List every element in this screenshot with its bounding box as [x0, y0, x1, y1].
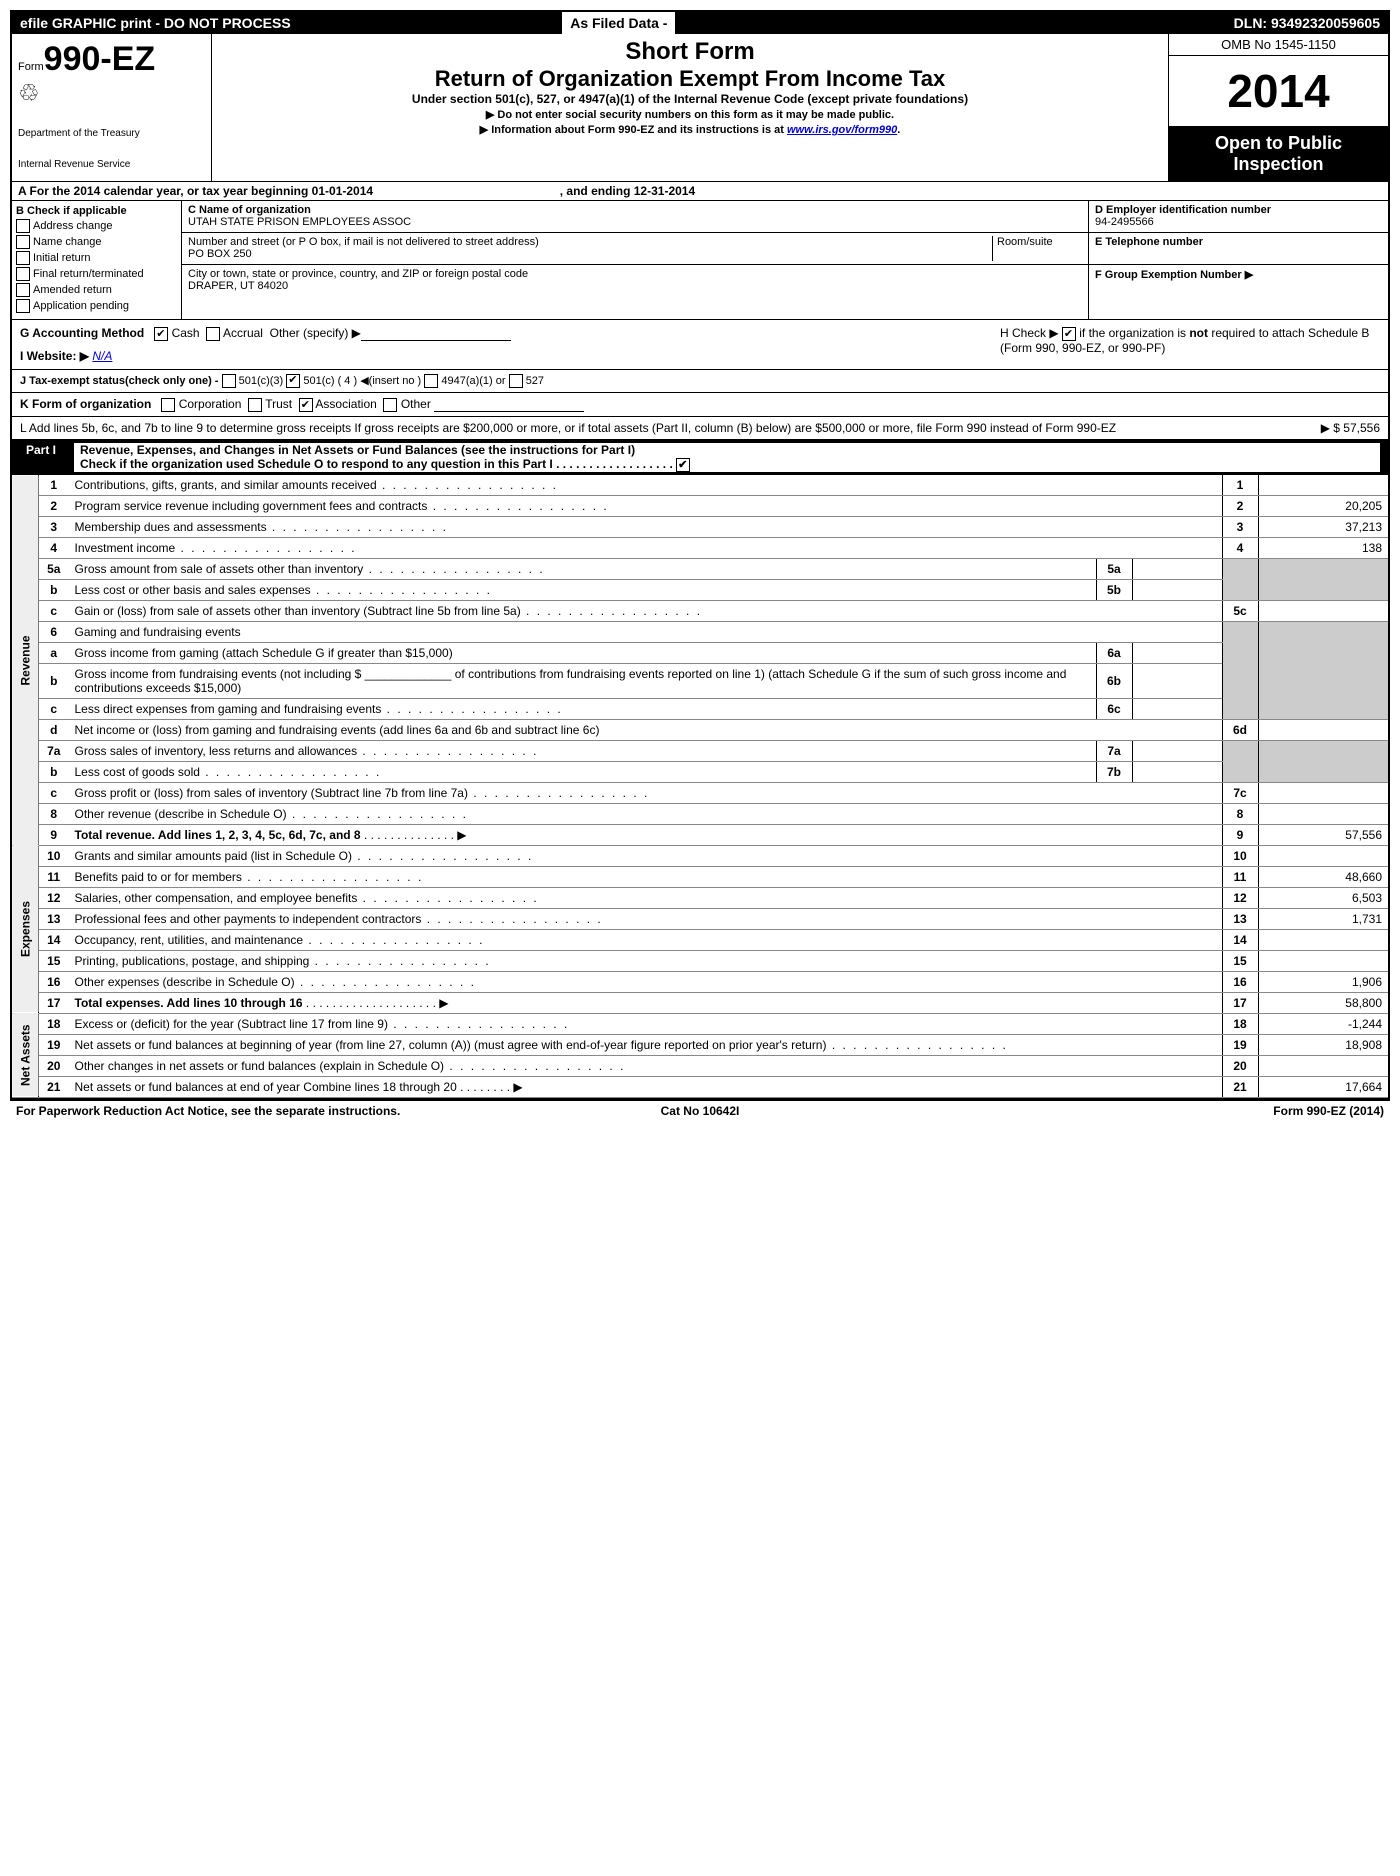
line-7a: 7aGross sales of inventory, less returns… [12, 740, 1388, 761]
dept-irs: Internal Revenue Service [18, 159, 205, 170]
line-5b: bLess cost or other basis and sales expe… [12, 579, 1388, 600]
line-5c: cGain or (loss) from sale of assets othe… [12, 600, 1388, 621]
open-public: Open to Public Inspection [1169, 127, 1388, 181]
org-name: UTAH STATE PRISON EMPLOYEES ASSOC [188, 216, 1082, 228]
check-address-change[interactable]: Address change [16, 219, 177, 233]
line-3: 3Membership dues and assessments337,213 [12, 516, 1388, 537]
line-14: 14Occupancy, rent, utilities, and mainte… [12, 929, 1388, 950]
check-corp[interactable] [161, 398, 175, 412]
line-13: 13Professional fees and other payments t… [12, 908, 1388, 929]
row-l: L Add lines 5b, 6c, and 7b to line 9 to … [12, 417, 1388, 440]
section-h: H Check ▶ if the organization is not req… [1000, 326, 1380, 363]
check-schedule-o[interactable] [676, 458, 690, 472]
short-form-label: Short Form [222, 38, 1158, 66]
line-19: 19Net assets or fund balances at beginni… [12, 1034, 1388, 1055]
org-city: DRAPER, UT 84020 [188, 280, 1082, 292]
line-6a: aGross income from gaming (attach Schedu… [12, 642, 1388, 663]
check-cash[interactable] [154, 327, 168, 341]
topbar-dln: DLN: 93492320059605 [1226, 12, 1388, 34]
line-2: 2Program service revenue including gover… [12, 495, 1388, 516]
line-18: Net Assets 18Excess or (deficit) for the… [12, 1013, 1388, 1034]
header-subtitle: Under section 501(c), 527, or 4947(a)(1)… [222, 92, 1158, 106]
check-501c3[interactable] [222, 374, 236, 388]
form-number: 990-EZ [44, 40, 156, 78]
section-b: B Check if applicable Address change Nam… [12, 201, 182, 319]
footer: For Paperwork Reduction Act Notice, see … [10, 1100, 1390, 1121]
part1-header: Part I Revenue, Expenses, and Changes in… [12, 440, 1388, 475]
section-c: C Name of organization UTAH STATE PRISON… [182, 201, 1088, 319]
line-6c: cLess direct expenses from gaming and fu… [12, 698, 1388, 719]
netassets-label: Net Assets [12, 1013, 39, 1097]
topbar-left: efile GRAPHIC print - DO NOT PROCESS [12, 12, 562, 34]
line-1: Revenue 1Contributions, gifts, grants, a… [12, 475, 1388, 496]
header-note1: ▶ Do not enter social security numbers o… [222, 108, 1158, 121]
form-container: efile GRAPHIC print - DO NOT PROCESS As … [10, 10, 1390, 1100]
line-16: 16Other expenses (describe in Schedule O… [12, 971, 1388, 992]
line-5a: 5aGross amount from sale of assets other… [12, 558, 1388, 579]
header-right: OMB No 1545-1150 2014 Open to Public Ins… [1168, 34, 1388, 181]
line-6: 6Gaming and fundraising events [12, 621, 1388, 642]
row-j: J Tax-exempt status(check only one) - 50… [12, 370, 1388, 393]
check-final-return[interactable]: Final return/terminated [16, 267, 177, 281]
section-a: A For the 2014 calendar year, or tax yea… [12, 182, 1388, 201]
line-4: 4Investment income4138 [12, 537, 1388, 558]
check-name-change[interactable]: Name change [16, 235, 177, 249]
part1-table: Revenue 1Contributions, gifts, grants, a… [12, 475, 1388, 1098]
check-assoc[interactable] [299, 398, 313, 412]
expenses-label: Expenses [12, 845, 39, 1013]
section-b-row: B Check if applicable Address change Nam… [12, 201, 1388, 320]
footer-left: For Paperwork Reduction Act Notice, see … [16, 1104, 472, 1118]
header-row: Form990-EZ ♲ Department of the Treasury … [12, 34, 1388, 182]
recycle-icon: ♲ [18, 79, 205, 108]
check-other-org[interactable] [383, 398, 397, 412]
check-527[interactable] [509, 374, 523, 388]
phone-label: E Telephone number [1095, 236, 1382, 248]
row-k: K Form of organization Corporation Trust… [12, 393, 1388, 417]
line-12: 12Salaries, other compensation, and empl… [12, 887, 1388, 908]
check-501c[interactable] [286, 374, 300, 388]
line-6b: bGross income from fundraising events (n… [12, 663, 1388, 698]
footer-right: Form 990-EZ (2014) [928, 1104, 1384, 1118]
header-center: Short Form Return of Organization Exempt… [212, 34, 1168, 181]
line-15: 15Printing, publications, postage, and s… [12, 950, 1388, 971]
omb-number: OMB No 1545-1150 [1169, 34, 1388, 56]
tax-year: 2014 [1169, 56, 1388, 127]
line-6d: dNet income or (loss) from gaming and fu… [12, 719, 1388, 740]
line-21: 21Net assets or fund balances at end of … [12, 1076, 1388, 1097]
line-10: Expenses 10Grants and similar amounts pa… [12, 845, 1388, 866]
topbar-mid: As Filed Data - [562, 12, 675, 34]
line-8: 8Other revenue (describe in Schedule O)8 [12, 803, 1388, 824]
gross-receipts: ▶ $ 57,556 [1240, 421, 1380, 435]
irs-link[interactable]: www.irs.gov/form990 [787, 124, 897, 136]
check-4947[interactable] [424, 374, 438, 388]
ein: 94-2495566 [1095, 216, 1382, 228]
line-11: 11Benefits paid to or for members1148,66… [12, 866, 1388, 887]
top-bar: efile GRAPHIC print - DO NOT PROCESS As … [12, 12, 1388, 34]
group-exemption-label: F Group Exemption Number ▶ [1095, 268, 1382, 281]
check-initial-return[interactable]: Initial return [16, 251, 177, 265]
footer-mid: Cat No 10642I [472, 1104, 928, 1118]
row-g-h: G Accounting Method Cash Accrual Other (… [12, 320, 1388, 370]
check-h[interactable] [1062, 327, 1076, 341]
line-7b: bLess cost of goods sold7b [12, 761, 1388, 782]
section-d-e-f: D Employer identification number 94-2495… [1088, 201, 1388, 319]
line-9: 9Total revenue. Add lines 1, 2, 3, 4, 5c… [12, 824, 1388, 845]
header-title: Return of Organization Exempt From Incom… [222, 66, 1158, 92]
check-accrual[interactable] [206, 327, 220, 341]
check-amended[interactable]: Amended return [16, 283, 177, 297]
line-7c: cGross profit or (loss) from sales of in… [12, 782, 1388, 803]
header-left: Form990-EZ ♲ Department of the Treasury … [12, 34, 212, 181]
check-trust[interactable] [248, 398, 262, 412]
dept-treasury: Department of the Treasury [18, 128, 205, 139]
revenue-label: Revenue [12, 475, 39, 846]
line-20: 20Other changes in net assets or fund ba… [12, 1055, 1388, 1076]
website-link[interactable]: N/A [92, 349, 112, 363]
line-17: 17Total expenses. Add lines 10 through 1… [12, 992, 1388, 1013]
check-pending[interactable]: Application pending [16, 299, 177, 313]
org-street: PO BOX 250 [188, 248, 992, 260]
header-note2: ▶ Information about Form 990-EZ and its … [222, 123, 1158, 136]
